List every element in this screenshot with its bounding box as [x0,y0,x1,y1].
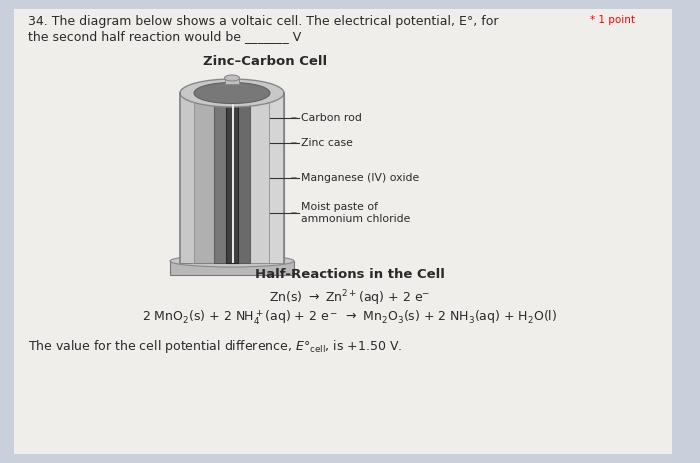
Text: Zinc–Carbon Cell: Zinc–Carbon Cell [203,55,327,68]
Text: The value for the cell potential difference, $E\degree_{\mathrm{cell}}$, is +1.5: The value for the cell potential differe… [28,338,402,355]
Ellipse shape [180,79,284,107]
Text: 34. The diagram below shows a voltaic cell. The electrical potential, E°, for: 34. The diagram below shows a voltaic ce… [28,15,498,28]
Polygon shape [270,93,284,263]
Polygon shape [180,93,194,263]
Text: Manganese (IV) oxide: Manganese (IV) oxide [301,173,419,183]
Ellipse shape [170,255,294,267]
Text: 2 MnO$_2$(s) + 2 NH$_4^+$(aq) + 2 e$^-$ $\rightarrow$ Mn$_2$O$_3$(s) + 2 NH$_3$(: 2 MnO$_2$(s) + 2 NH$_4^+$(aq) + 2 e$^-$ … [142,308,558,327]
Text: * 1 point: * 1 point [590,15,635,25]
Polygon shape [214,93,232,263]
Text: Carbon rod: Carbon rod [301,113,362,123]
Text: the second half reaction would be _______ V: the second half reaction would be ______… [28,30,301,43]
Text: Moist paste of
ammonium chloride: Moist paste of ammonium chloride [301,202,410,224]
Text: Half-Reactions in the Cell: Half-Reactions in the Cell [255,268,445,281]
Polygon shape [232,93,250,263]
Polygon shape [170,261,294,275]
Polygon shape [225,78,239,84]
Ellipse shape [225,75,239,81]
Text: Zn(s) $\rightarrow$ Zn$^{2+}$(aq) + 2 e$^{-}$: Zn(s) $\rightarrow$ Zn$^{2+}$(aq) + 2 e$… [270,288,430,307]
Polygon shape [232,93,234,263]
Polygon shape [232,93,284,263]
Polygon shape [180,93,232,263]
Polygon shape [226,78,238,263]
Ellipse shape [194,82,270,104]
Text: Zinc case: Zinc case [301,138,353,148]
